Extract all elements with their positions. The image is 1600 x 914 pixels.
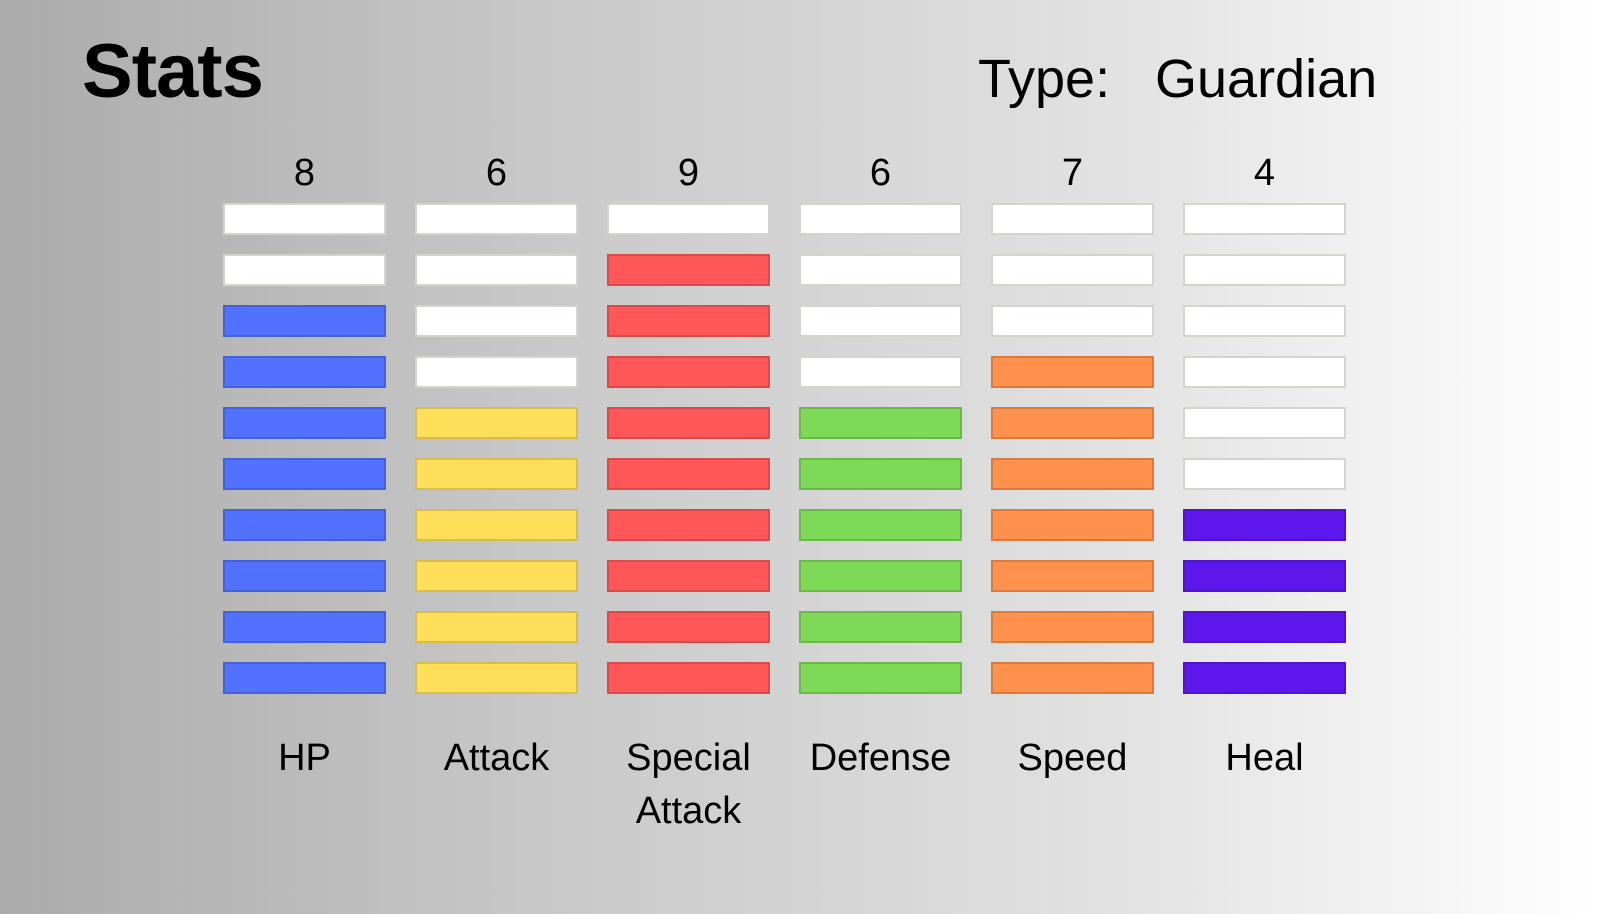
stat-value-label: 8 [294, 152, 315, 194]
stat-segment-filled [223, 356, 386, 388]
stat-segment-empty [1183, 356, 1346, 388]
stat-value-label: 6 [486, 152, 507, 194]
stat-segment-filled [799, 611, 962, 643]
stat-segment-filled [991, 407, 1154, 439]
stat-segment-filled [799, 509, 962, 541]
stat-segment-filled [1183, 560, 1346, 592]
stat-segment-filled [1183, 662, 1346, 694]
stat-segment-filled [991, 458, 1154, 490]
stat-segment-filled [991, 662, 1154, 694]
stat-segment-empty [991, 305, 1154, 337]
stat-column: 6 Defense [799, 152, 962, 779]
stat-category-label: Attack [444, 737, 551, 779]
stat-segment-empty [1183, 407, 1346, 439]
type-value: Guardian [1155, 49, 1378, 109]
stat-category-label: Defense [810, 737, 952, 779]
stat-segment-empty [1183, 305, 1346, 337]
stat-column: 9 Special Attack [607, 152, 770, 832]
stat-segment-filled [607, 305, 770, 337]
stat-segment-empty [799, 356, 962, 388]
stat-category-label: Speed [1018, 737, 1128, 779]
stat-column: 7 Speed [991, 152, 1154, 779]
stat-value-label: 4 [1254, 152, 1275, 194]
stat-segment-filled [607, 356, 770, 388]
stat-category-label: Special Attack [626, 737, 751, 832]
stat-segment-empty [1183, 458, 1346, 490]
stat-segment-empty [991, 254, 1154, 286]
stat-segment-filled [415, 611, 578, 643]
stat-segment-filled [607, 458, 770, 490]
stat-segment-filled [799, 458, 962, 490]
stat-segment-filled [991, 509, 1154, 541]
stat-segment-filled [799, 662, 962, 694]
stat-category-label: HP [278, 737, 331, 779]
stat-segment-filled [415, 662, 578, 694]
stat-segment-empty [799, 254, 962, 286]
stat-segment-empty [415, 356, 578, 388]
stat-column: 8 HP [223, 152, 386, 779]
stat-segment-empty [415, 254, 578, 286]
stat-segment-empty [1183, 254, 1346, 286]
stat-segment-empty [607, 203, 770, 235]
stat-segment-filled [415, 458, 578, 490]
stat-segment-filled [799, 407, 962, 439]
stat-segment-filled [607, 407, 770, 439]
stat-value-label: 9 [678, 152, 699, 194]
stat-segment-empty [223, 203, 386, 235]
stat-segment-filled [799, 560, 962, 592]
type-label: Type: [978, 49, 1111, 109]
stat-segment-filled [223, 458, 386, 490]
stat-segment-filled [607, 611, 770, 643]
stat-segment-filled [607, 254, 770, 286]
stat-segment-empty [991, 203, 1154, 235]
stat-segment-filled [1183, 611, 1346, 643]
stat-segment-filled [223, 662, 386, 694]
stat-segment-empty [415, 203, 578, 235]
stat-column: 4 Heal [1183, 152, 1346, 779]
page-title: Stats [82, 29, 264, 114]
stat-segment-filled [991, 560, 1154, 592]
stat-segment-filled [223, 407, 386, 439]
stat-segment-empty [223, 254, 386, 286]
stat-segment-filled [991, 611, 1154, 643]
stat-segment-filled [991, 356, 1154, 388]
stat-segment-empty [1183, 203, 1346, 235]
stat-segment-filled [415, 560, 578, 592]
stat-segment-filled [223, 509, 386, 541]
stat-segment-empty [799, 305, 962, 337]
stat-category-label: Heal [1225, 737, 1303, 779]
stat-segment-filled [415, 407, 578, 439]
stat-segment-empty [799, 203, 962, 235]
stat-segment-filled [607, 509, 770, 541]
stat-segment-filled [415, 509, 578, 541]
stat-segment-filled [607, 662, 770, 694]
stat-segment-filled [1183, 509, 1346, 541]
stat-segment-filled [223, 611, 386, 643]
stat-segment-filled [607, 560, 770, 592]
stat-segment-filled [223, 305, 386, 337]
stat-value-label: 6 [870, 152, 891, 194]
stat-segment-filled [223, 560, 386, 592]
stat-segment-empty [415, 305, 578, 337]
stat-value-label: 7 [1062, 152, 1083, 194]
stat-column: 6 Attack [415, 152, 578, 779]
